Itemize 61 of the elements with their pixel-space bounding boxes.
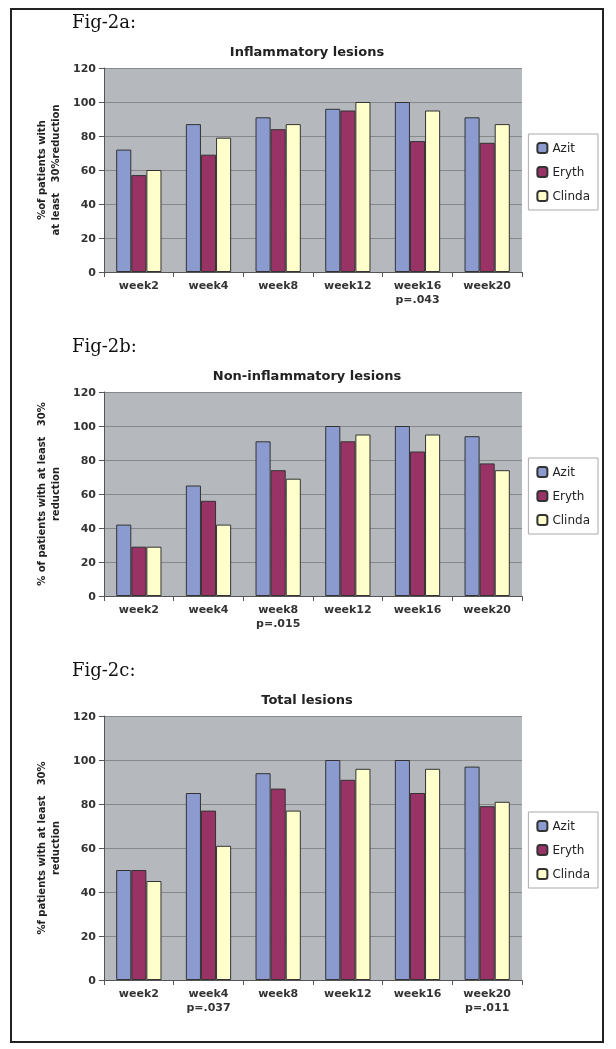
x-tick-label: week12	[323, 987, 372, 1000]
x-tick-label: week20	[463, 987, 512, 1000]
y-tick-label: 100	[73, 419, 97, 433]
y-tick-label: 100	[73, 95, 97, 109]
y-tick-label: 100	[73, 753, 97, 767]
y-tick-label: 20	[80, 555, 97, 569]
y-tick-label: 20	[80, 231, 97, 245]
text: Fig-2b:	[72, 334, 137, 356]
y-tick-label: 0	[88, 973, 97, 987]
x-tick-label: week4	[188, 279, 229, 292]
text: Fig-2c:	[72, 658, 136, 680]
x-tick-label: week20	[463, 279, 512, 292]
x-tick-label: week12	[323, 279, 372, 292]
y-tick-label: 120	[73, 709, 97, 723]
x-tick-label: week12	[323, 603, 372, 616]
x-tick-label: week4	[188, 603, 229, 616]
y-axis-title: %of patients with at least 30%reduction	[35, 104, 61, 236]
chart-title: Inflammatory lesions	[229, 44, 385, 59]
x-tick-label: week8	[258, 279, 299, 292]
x-tick-label: week2	[118, 987, 159, 1000]
y-tick-label: 60	[80, 841, 97, 855]
y-tick-label: 40	[80, 521, 97, 535]
chart-title: Non-inflammatory lesions	[212, 368, 402, 383]
y-tick-label: 0	[88, 589, 97, 603]
y-axis-title: % of patients with at least 30% reduction	[35, 402, 61, 586]
y-tick-label: 80	[80, 453, 97, 467]
y-tick-label: 0	[88, 265, 97, 279]
x-tick-label: week16	[393, 987, 442, 1000]
legend-label: Azit	[552, 141, 576, 155]
legend-label: Eryth	[552, 843, 585, 857]
y-tick-label: 80	[80, 129, 97, 143]
text: p=.015	[256, 617, 301, 630]
y-tick-label: 80	[80, 797, 97, 811]
x-tick-label: week8	[258, 987, 299, 1000]
y-axis-title: %f patients with at least 30% reduction	[35, 761, 61, 935]
legend-label: Clinda	[552, 867, 590, 881]
x-tick-label: week2	[118, 603, 159, 616]
y-tick-label: 120	[73, 385, 97, 399]
text: p=.011	[465, 1001, 510, 1014]
y-tick-label: 40	[80, 885, 97, 899]
legend-label: Azit	[552, 465, 576, 479]
chart-title: Total lesions	[261, 692, 353, 707]
y-tick-label: 20	[80, 929, 97, 943]
x-tick-label: week20	[463, 603, 512, 616]
legend-label: Azit	[552, 819, 576, 833]
legend-label: Clinda	[552, 513, 590, 527]
y-tick-label: 120	[73, 61, 97, 75]
legend-label: Eryth	[552, 489, 585, 503]
x-tick-label: week4	[188, 987, 229, 1000]
x-tick-label: week2	[118, 279, 159, 292]
y-tick-label: 60	[80, 487, 97, 501]
text: p=.037	[186, 1001, 231, 1014]
x-tick-label: week16	[393, 279, 442, 292]
text: Fig-2a:	[72, 10, 137, 32]
x-tick-label: week16	[393, 603, 442, 616]
y-tick-label: 40	[80, 197, 97, 211]
legend-label: Eryth	[552, 165, 585, 179]
x-tick-label: week8	[258, 603, 299, 616]
y-tick-label: 60	[80, 163, 97, 177]
legend-label: Clinda	[552, 189, 590, 203]
text: p=.043	[395, 293, 440, 306]
